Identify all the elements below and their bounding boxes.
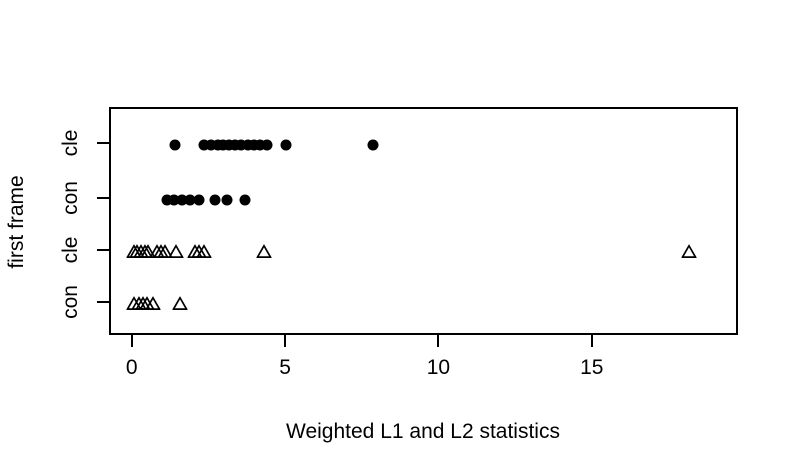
data-point-circle bbox=[184, 194, 196, 205]
data-point-circle bbox=[235, 139, 247, 151]
y-axis-tick bbox=[97, 142, 109, 144]
y-axis-tick bbox=[97, 196, 109, 199]
data-point-triangle bbox=[168, 244, 184, 258]
data-point-triangle bbox=[157, 244, 173, 258]
data-point-circle bbox=[205, 139, 217, 151]
data-point-circle bbox=[223, 139, 235, 151]
x-axis-tick bbox=[284, 335, 287, 347]
data-point-circle bbox=[176, 194, 188, 205]
x-axis-tick-label: 10 bbox=[426, 356, 451, 379]
y-axis-category-label: con bbox=[59, 284, 82, 319]
data-point-circle bbox=[198, 139, 210, 151]
data-point-circle bbox=[239, 194, 251, 205]
data-point-triangle bbox=[256, 244, 272, 258]
y-axis-category-label: con bbox=[59, 180, 82, 215]
data-point-circle bbox=[221, 194, 233, 205]
data-point-circle bbox=[367, 139, 379, 151]
x-axis-title: Weighted L1 and L2 statistics bbox=[286, 420, 560, 443]
data-point-circle bbox=[248, 139, 260, 151]
x-axis-tick-label: 0 bbox=[125, 356, 138, 379]
x-axis-tick bbox=[130, 335, 133, 347]
data-point-circle bbox=[229, 139, 241, 151]
y-axis-title: first frame bbox=[5, 175, 28, 269]
plot-area bbox=[109, 107, 738, 335]
data-point-circle bbox=[169, 139, 181, 151]
y-axis-category-label: cle bbox=[59, 236, 82, 264]
y-axis-tick bbox=[97, 300, 109, 303]
data-point-circle bbox=[280, 139, 292, 151]
x-axis-tick-label: 15 bbox=[580, 356, 604, 379]
x-axis-tick-label: 5 bbox=[279, 356, 291, 379]
data-point-triangle bbox=[145, 295, 161, 310]
data-point-circle bbox=[161, 194, 173, 205]
data-point-triangle bbox=[196, 244, 212, 258]
y-axis-category-label: cle bbox=[59, 129, 82, 157]
data-point-circle bbox=[217, 139, 229, 151]
data-point-triangle bbox=[681, 244, 697, 258]
data-point-circle bbox=[209, 194, 221, 205]
data-point-triangle bbox=[172, 295, 188, 310]
data-point-circle bbox=[254, 139, 266, 151]
x-axis-tick bbox=[590, 335, 593, 347]
x-axis-tick bbox=[437, 335, 440, 347]
data-point-circle bbox=[261, 139, 272, 151]
y-axis-tick bbox=[97, 249, 109, 251]
data-point-circle bbox=[242, 139, 254, 151]
data-point-circle bbox=[168, 194, 180, 205]
data-point-triangle bbox=[140, 244, 156, 258]
data-point-circle bbox=[193, 194, 205, 205]
